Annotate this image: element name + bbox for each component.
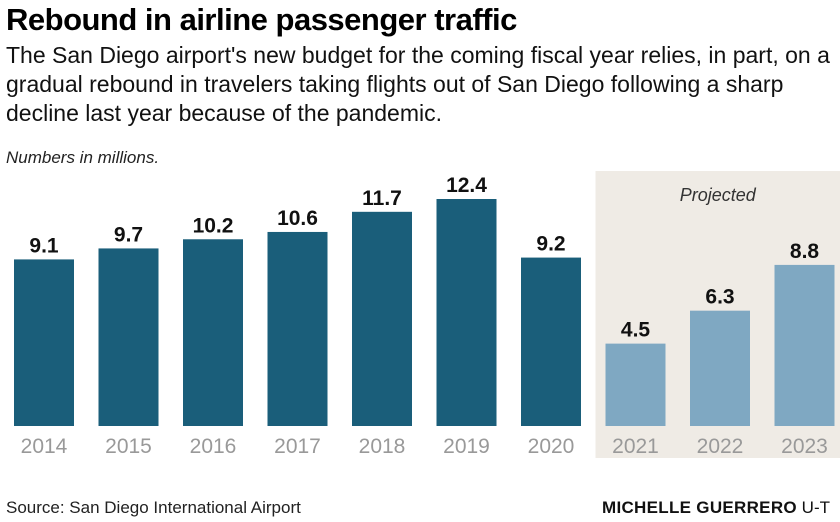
credit-name: MICHELLE GUERRERO (601, 498, 797, 517)
x-tick-label-2022: 2022 (697, 435, 744, 458)
value-label-2022: 6.3 (705, 286, 734, 309)
x-tick-label-2014: 2014 (21, 435, 68, 458)
value-label-2018: 11.7 (362, 187, 402, 210)
credit-org: U-T (801, 498, 830, 517)
chart-subtitle: The San Diego airport's new budget for t… (6, 42, 830, 126)
units-note: Numbers in millions. (6, 148, 160, 167)
value-label-2017: 10.6 (277, 207, 318, 230)
x-tick-label-2018: 2018 (359, 435, 406, 458)
value-label-2015: 9.7 (114, 223, 143, 246)
bar-2017 (267, 231, 328, 426)
value-label-2023: 8.8 (790, 240, 820, 263)
x-tick-label-2016: 2016 (190, 435, 237, 458)
chart-title: Rebound in airline passenger traffic (6, 2, 517, 37)
x-tick-label-2017: 2017 (274, 435, 321, 458)
bar-2014 (14, 259, 74, 426)
bar-2018 (352, 211, 412, 426)
bar-2023 (774, 264, 835, 426)
value-label-2021: 4.5 (621, 319, 651, 342)
bar-2020 (521, 257, 581, 426)
bar-2022 (690, 310, 750, 426)
bar-2015 (98, 248, 159, 426)
value-label-2020: 9.2 (536, 233, 565, 256)
credit: MICHELLE GUERRERO U-T (602, 498, 830, 518)
source-note: Source: San Diego International Airport (6, 498, 301, 517)
value-label-2014: 9.1 (29, 234, 59, 257)
x-tick-label-2019: 2019 (443, 435, 490, 458)
value-label-2019: 12.4 (446, 174, 487, 197)
bar-chart: Projected 9.1 2014 9.7 2015 10.2 2016 10.6 2017 1… (14, 171, 840, 458)
bar-2019 (436, 199, 497, 426)
x-tick-label-2021: 2021 (612, 435, 659, 458)
x-tick-label-2020: 2020 (528, 435, 575, 458)
bar-2021 (605, 343, 666, 426)
projected-label: Projected (680, 185, 757, 205)
bar-2016 (183, 239, 243, 426)
x-tick-label-2023: 2023 (781, 435, 828, 458)
value-label-2016: 10.2 (193, 214, 234, 237)
x-tick-label-2015: 2015 (105, 435, 152, 458)
